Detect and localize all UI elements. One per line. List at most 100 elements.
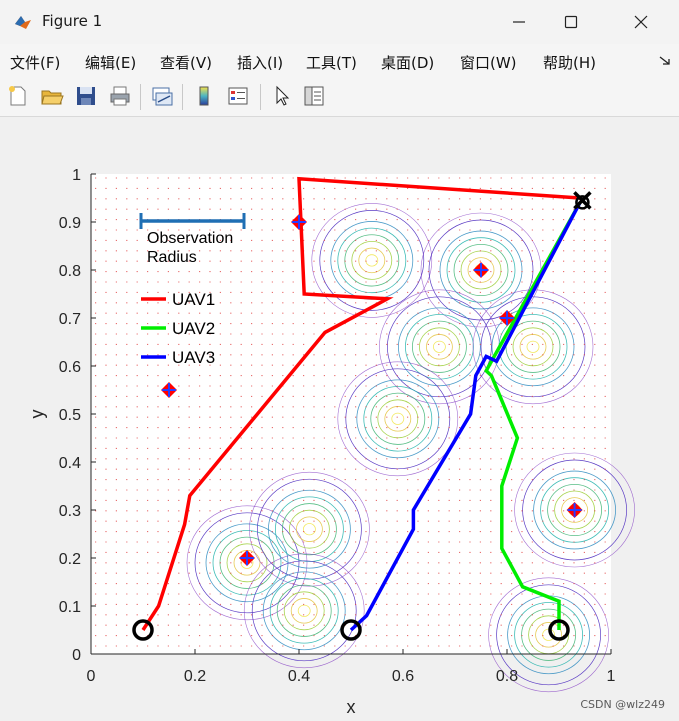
y-axis-label: y (27, 410, 47, 419)
x-axis-label: x (347, 697, 356, 717)
contour-line (514, 602, 583, 668)
maximize-button[interactable] (548, 0, 594, 44)
minimize-icon (513, 21, 525, 23)
new-figure-icon[interactable] (6, 84, 30, 108)
contour-line (186, 505, 308, 621)
figure-canvas: 0 0.2 0.4 0.6 0.8 1 0 0.1 0.2 0.3 0.4 0.5 0.6 0.7 0.8 0… (0, 117, 679, 721)
contour-line (561, 497, 588, 523)
contour-line (391, 412, 405, 425)
y-tick-label: 0.6 (59, 359, 81, 376)
y-tick-label: 0.5 (59, 407, 81, 424)
contour-line (249, 471, 370, 587)
contour-line (411, 320, 467, 373)
y-tick-label: 0.9 (59, 215, 81, 232)
contour-line (337, 227, 407, 294)
legend-label-uav1: UAV1 (172, 290, 215, 309)
contour-line (453, 243, 509, 297)
contour-line (496, 584, 601, 686)
contour-line (311, 203, 433, 318)
plot-svg[interactable]: 0 0.2 0.4 0.6 0.8 1 0 0.1 0.2 0.3 0.4 0.5 0.6 0.7 0.8 0… (0, 117, 679, 721)
menu-tools[interactable]: 工具(T) (306, 54, 357, 72)
contour-line (274, 496, 344, 562)
menu-window[interactable]: 窗口(W) (460, 54, 517, 72)
y-tick-label: 0.3 (59, 503, 81, 520)
contour-line (262, 571, 346, 651)
x-tick-label: 0.6 (392, 668, 414, 685)
contour-line (337, 361, 459, 477)
legend-icon[interactable] (226, 84, 250, 108)
menu-bar: 文件(F) 编辑(E) 查看(V) 插入(I) 工具(T) 桌面(D) 窗口(W… (0, 44, 679, 78)
property-inspector-icon[interactable] (302, 84, 326, 108)
series-line-uav2 (484, 201, 582, 630)
contour-line (251, 560, 357, 662)
goal-x-marker (573, 191, 592, 210)
start-point-marker (340, 619, 362, 641)
contour-line (297, 604, 311, 617)
print-icon[interactable] (108, 84, 132, 108)
legend-label-uav3: UAV3 (172, 348, 215, 367)
contour-line (267, 489, 351, 569)
minimize-button[interactable] (496, 0, 542, 44)
toolbar (0, 78, 679, 117)
menu-view[interactable]: 查看(V) (160, 54, 212, 72)
y-tick-label: 0.1 (59, 599, 81, 616)
contour-line (295, 516, 323, 542)
contour-line (535, 622, 562, 648)
menu-insert[interactable]: 插入(I) (237, 54, 284, 72)
grid-points (95, 177, 606, 647)
contour-line (418, 327, 460, 367)
contour-line (276, 584, 332, 637)
observation-radius-label: Observation (147, 230, 233, 247)
colorbar-icon[interactable] (192, 84, 216, 108)
contour-line (488, 577, 609, 693)
menu-help[interactable]: 帮助(H) (543, 54, 596, 72)
contour-line (521, 608, 576, 661)
contour-line (432, 340, 446, 353)
contour-line (533, 470, 616, 550)
start-point-marker (548, 619, 570, 641)
x-tick-label: 0.4 (288, 668, 310, 685)
menu-edit[interactable]: 编辑(E) (85, 54, 137, 72)
save-icon[interactable] (74, 84, 98, 108)
y-tick-label: 0.7 (59, 311, 81, 328)
dock-arrow-icon[interactable] (659, 56, 671, 66)
close-icon (634, 15, 648, 29)
menu-file[interactable]: 文件(F) (10, 54, 61, 72)
close-button[interactable] (618, 0, 664, 44)
toolbar-separator (140, 84, 141, 110)
title-bar: Figure 1 (0, 0, 679, 44)
contour-line (281, 503, 337, 556)
contour-line (290, 598, 318, 624)
x-tick-label: 0.2 (184, 668, 206, 685)
contour-line (370, 392, 426, 445)
contour-line (243, 553, 365, 669)
contour-line (365, 254, 379, 267)
contour-line (351, 240, 393, 280)
open-icon[interactable] (40, 84, 64, 108)
window-title: Figure 1 (42, 12, 103, 30)
toolbar-separator (260, 84, 261, 110)
menu-desktop[interactable]: 桌面(D) (381, 54, 435, 72)
y-tick-label: 0 (72, 647, 81, 664)
contour-line (522, 459, 627, 561)
maximize-icon (564, 15, 578, 29)
pointer-icon[interactable] (270, 84, 294, 108)
contour-line (547, 483, 602, 537)
y-tick-label: 1 (72, 167, 81, 184)
contour-line (212, 530, 282, 596)
contour-line (358, 247, 386, 274)
start-point-marker (132, 619, 154, 641)
observation-radius-label: Radius (147, 249, 197, 266)
legend-label-uav2: UAV2 (172, 319, 215, 338)
contour-line (288, 509, 330, 549)
link-plot-icon[interactable] (150, 84, 174, 108)
contour-line (302, 523, 316, 536)
contour-line (319, 210, 425, 311)
contour-line (512, 327, 554, 367)
contour-line (283, 591, 325, 631)
x-tick-label: 0 (87, 668, 96, 685)
x-tick-label: 0.8 (496, 668, 518, 685)
toolbar-separator (182, 84, 183, 110)
contour-line (356, 379, 440, 459)
x-tick-label: 1 (607, 668, 616, 685)
